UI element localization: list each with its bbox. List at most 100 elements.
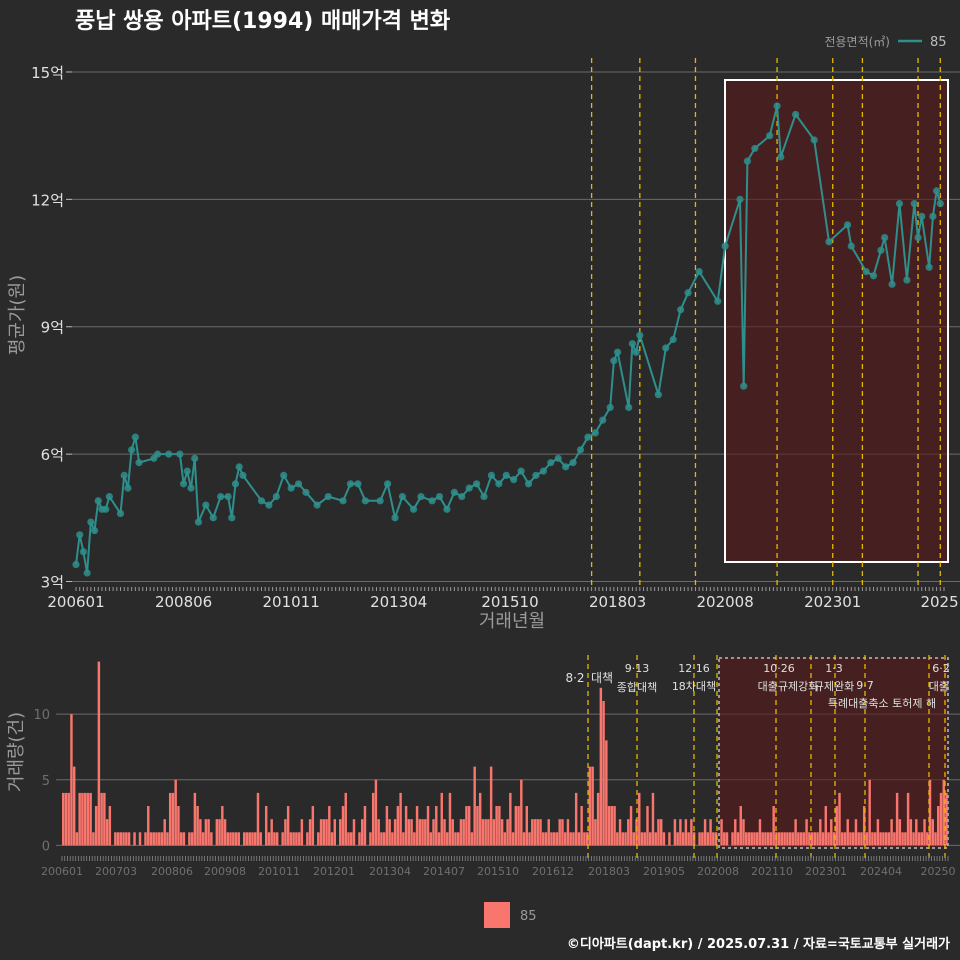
price-point: [83, 569, 91, 577]
volume-bar: [204, 819, 208, 846]
volume-bar: [152, 832, 155, 846]
volume-bar: [638, 792, 641, 846]
price-point: [714, 297, 722, 305]
volume-bar: [731, 832, 734, 846]
volume-bar: [873, 832, 877, 846]
price-point: [777, 153, 785, 161]
volume-bar: [399, 792, 402, 846]
volume-bar: [147, 806, 150, 846]
volume-bar: [489, 766, 493, 846]
price-point: [116, 509, 125, 518]
price-point: [105, 492, 113, 501]
price-point: [287, 484, 295, 492]
volume-bar: [882, 832, 885, 846]
volume-bar: [125, 832, 128, 846]
volume-bar: [97, 661, 101, 846]
volume-bar: [802, 832, 806, 846]
price-point: [636, 331, 644, 339]
volume-bar: [939, 792, 943, 846]
volume-bar: [435, 806, 438, 846]
price-policy-lines: [590, 58, 941, 585]
volume-bar: [410, 819, 413, 846]
volume-bar: [358, 832, 361, 846]
volume-bar: [377, 819, 380, 846]
volume-bar: [251, 832, 254, 846]
volume-y-tick-label: 10: [33, 708, 50, 723]
price-y-tick-label: 3억: [41, 574, 64, 592]
legend-bar-label: 85: [520, 909, 537, 924]
price-point: [272, 492, 280, 501]
volume-bar: [879, 832, 882, 846]
volume-bar: [122, 832, 125, 846]
volume-bar: [300, 819, 304, 846]
volume-bar: [544, 832, 548, 846]
price-point: [677, 306, 685, 314]
price-point: [124, 484, 132, 492]
volume-bar: [893, 832, 896, 846]
policy-label: 18차대책: [672, 680, 716, 693]
volume-bar: [577, 832, 581, 846]
volume-bar: [415, 806, 419, 846]
price-point: [339, 497, 347, 505]
volume-bar: [437, 832, 441, 846]
volume-bar: [509, 792, 512, 846]
volume-bar: [788, 832, 792, 846]
volume-bar: [396, 806, 400, 846]
volume-bar: [553, 832, 556, 846]
price-point: [480, 492, 488, 501]
volume-bar: [797, 832, 800, 846]
price-point: [487, 471, 496, 479]
price-point: [458, 492, 466, 501]
price-y-tick-label: 9억: [41, 319, 64, 337]
price-point: [576, 446, 585, 454]
volume-bar: [640, 832, 644, 846]
volume-bar: [923, 819, 926, 846]
volume-bar: [64, 792, 68, 846]
price-point: [584, 433, 592, 441]
volume-bar: [259, 832, 262, 846]
volume-bar: [168, 792, 172, 846]
volume-bar: [402, 832, 405, 846]
price-point: [524, 480, 533, 488]
volume-bar: [851, 832, 855, 846]
price-point: [391, 514, 399, 522]
price-point: [613, 348, 622, 356]
volume-bar: [495, 806, 498, 846]
price-point: [280, 471, 288, 479]
volume-bar: [289, 832, 293, 846]
volume-bar: [306, 832, 309, 846]
price-point: [914, 233, 922, 242]
volume-bar: [706, 832, 710, 846]
legend-label: 85: [930, 35, 947, 50]
volume-x-tick-label: 201905: [643, 865, 685, 878]
volume-bar: [424, 819, 427, 846]
price-point: [398, 492, 407, 501]
volume-bar: [344, 792, 347, 846]
price-x-tick-label: 201011: [263, 593, 320, 611]
volume-bar: [646, 806, 649, 846]
volume-bar: [243, 832, 246, 846]
price-point: [662, 344, 670, 352]
volume-x-tick-label: 202404: [860, 865, 902, 878]
volume-bar: [256, 792, 260, 846]
price-point: [721, 242, 729, 250]
volume-bar: [500, 819, 504, 846]
volume-bar: [766, 832, 770, 846]
volume-bar: [868, 779, 871, 846]
volume-bar: [654, 832, 657, 846]
price-point: [72, 560, 80, 569]
volume-bar: [865, 832, 869, 846]
price-point: [910, 200, 918, 208]
price-point: [810, 136, 818, 144]
volume-bar: [561, 819, 564, 846]
price-point: [591, 429, 599, 437]
price-point: [628, 340, 637, 348]
volume-bar: [75, 832, 79, 846]
volume-bar: [624, 832, 627, 846]
volume-x-tick-label: 200806: [151, 865, 193, 878]
price-point: [235, 463, 243, 471]
volume-bar: [876, 819, 880, 846]
volume-bar: [745, 832, 748, 846]
volume-bar: [920, 832, 924, 846]
volume-bar: [254, 832, 257, 846]
